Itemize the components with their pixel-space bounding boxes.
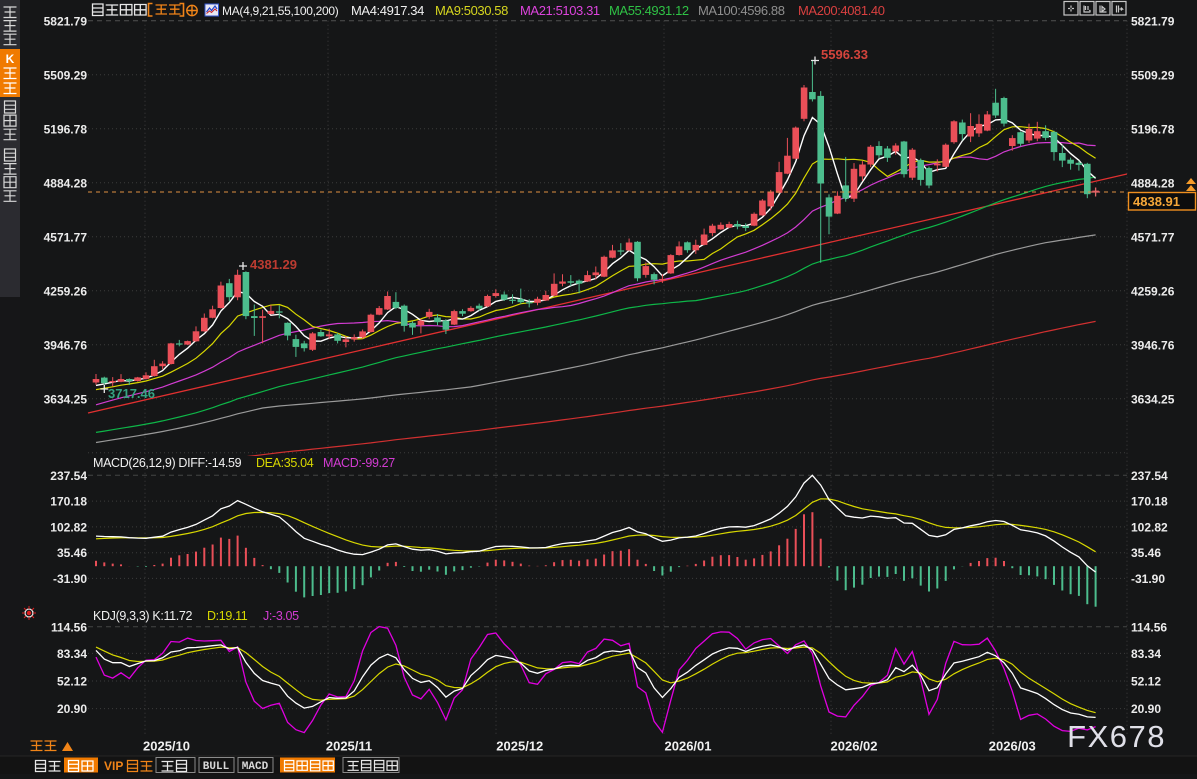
svg-text:52.12: 52.12 <box>1131 675 1161 689</box>
svg-text:4571.77: 4571.77 <box>1131 230 1175 244</box>
svg-text:20.90: 20.90 <box>1131 702 1161 716</box>
svg-text:2026/02: 2026/02 <box>831 739 878 754</box>
svg-text:83.34: 83.34 <box>1131 647 1161 661</box>
svg-text:MA4:4917.34: MA4:4917.34 <box>351 3 424 18</box>
svg-text:K: K <box>6 52 15 66</box>
svg-text:MA200:4081.40: MA200:4081.40 <box>798 3 885 18</box>
svg-text:170.18: 170.18 <box>50 495 87 509</box>
svg-text:2025/11: 2025/11 <box>326 739 372 754</box>
svg-text:3946.76: 3946.76 <box>44 338 88 352</box>
svg-text:20.90: 20.90 <box>57 702 87 716</box>
svg-text:52.12: 52.12 <box>57 675 87 689</box>
svg-text:KDJ(9,3,3) K:11.72: KDJ(9,3,3) K:11.72 <box>93 609 192 623</box>
svg-text:MA21:5103.31: MA21:5103.31 <box>520 3 600 18</box>
svg-text:2026/03: 2026/03 <box>989 739 1036 754</box>
svg-text:5596.33: 5596.33 <box>821 47 868 62</box>
svg-text:5509.29: 5509.29 <box>1131 68 1175 82</box>
svg-text:MA(4,9,21,55,100,200): MA(4,9,21,55,100,200) <box>222 4 339 18</box>
svg-text:237.54: 237.54 <box>50 469 87 483</box>
svg-text:D:19.11: D:19.11 <box>207 609 248 623</box>
svg-text:MACD: MACD <box>242 761 269 773</box>
svg-text:4259.26: 4259.26 <box>44 284 88 298</box>
svg-text:3946.76: 3946.76 <box>1131 338 1175 352</box>
svg-text:35.46: 35.46 <box>1131 546 1161 560</box>
svg-text:4838.91: 4838.91 <box>1133 194 1180 209</box>
svg-text:3634.25: 3634.25 <box>44 392 88 406</box>
svg-text:237.54: 237.54 <box>1131 469 1168 483</box>
svg-text:MA9:5030.58: MA9:5030.58 <box>435 3 508 18</box>
svg-text:MACD:-99.27: MACD:-99.27 <box>323 456 395 470</box>
svg-text:114.56: 114.56 <box>1131 620 1167 634</box>
svg-text:83.34: 83.34 <box>57 647 87 661</box>
svg-text:-31.90: -31.90 <box>1131 572 1165 586</box>
svg-text:5509.29: 5509.29 <box>44 68 88 82</box>
svg-text:5821.79: 5821.79 <box>1131 14 1175 28</box>
svg-text:VIP: VIP <box>104 759 123 773</box>
svg-text:DEA:35.04: DEA:35.04 <box>256 456 314 470</box>
svg-text:170.18: 170.18 <box>1131 495 1168 509</box>
svg-text:J:-3.05: J:-3.05 <box>263 609 299 623</box>
svg-text:3717.46: 3717.46 <box>108 386 155 401</box>
svg-text:MA55:4931.12: MA55:4931.12 <box>609 3 689 18</box>
svg-text:5821.79: 5821.79 <box>44 14 88 28</box>
svg-text:MACD(26,12,9) DIFF:-14.59: MACD(26,12,9) DIFF:-14.59 <box>93 456 242 470</box>
svg-text:2025/10: 2025/10 <box>143 739 190 754</box>
svg-text:MA100:4596.88: MA100:4596.88 <box>698 3 785 18</box>
svg-text:35.46: 35.46 <box>57 546 87 560</box>
svg-text:5196.78: 5196.78 <box>44 122 88 136</box>
svg-text:4884.28: 4884.28 <box>44 176 88 190</box>
svg-text:4381.29: 4381.29 <box>250 257 297 272</box>
svg-text:4884.28: 4884.28 <box>1131 176 1175 190</box>
svg-text:-31.90: -31.90 <box>53 572 87 586</box>
svg-text:3634.25: 3634.25 <box>1131 392 1175 406</box>
svg-text:114.56: 114.56 <box>51 620 87 634</box>
svg-text:BULL: BULL <box>203 761 230 773</box>
svg-text:102.82: 102.82 <box>1131 520 1168 534</box>
svg-text:2025/12: 2025/12 <box>496 739 543 754</box>
svg-text:2026/01: 2026/01 <box>665 739 712 754</box>
svg-text:FX678: FX678 <box>1067 719 1166 754</box>
svg-text:5196.78: 5196.78 <box>1131 122 1175 136</box>
svg-text:4259.26: 4259.26 <box>1131 284 1175 298</box>
svg-text:4571.77: 4571.77 <box>44 230 88 244</box>
svg-text:102.82: 102.82 <box>50 520 87 534</box>
